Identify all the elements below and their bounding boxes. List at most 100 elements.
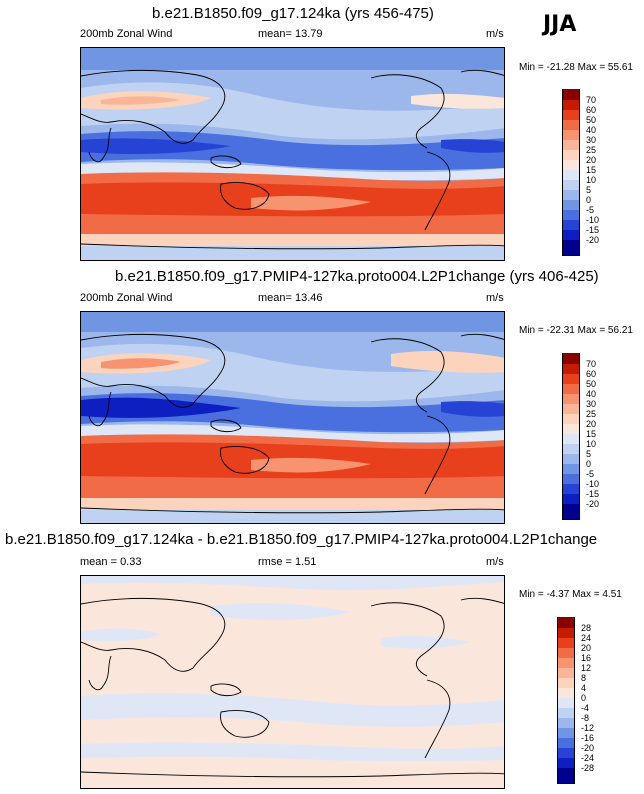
panel3-rmse-label: rmse = xyxy=(258,556,292,568)
p2-legend-tick-1: 60 xyxy=(586,369,597,379)
p3-band-north xyxy=(81,576,504,591)
panel3-rmse: rmse = 1.51 xyxy=(258,556,316,568)
p2-legend-swatch-10 xyxy=(562,454,580,464)
panel1-mean-label: mean= xyxy=(258,28,292,40)
panel1-title: b.e21.B1850.f09_g17.124ka (yrs 456-475) xyxy=(152,5,434,22)
p3-legend-tick-11: -16 xyxy=(581,733,595,743)
p2-coast-australia xyxy=(220,446,270,474)
p1-legend-tick-6: 20 xyxy=(586,155,597,165)
panel2-mean-label: mean= xyxy=(258,292,292,304)
p2-legend-tick-10: 0 xyxy=(586,459,592,469)
p1-legend-tick-4: 30 xyxy=(586,135,597,145)
p2-band-easterlies-core xyxy=(81,397,241,418)
p1-coast-europe xyxy=(460,69,504,76)
p1-legend-swatch-15 xyxy=(562,240,580,256)
p1-legend-tick-1: 60 xyxy=(586,105,597,115)
p2-coast-africa-east xyxy=(88,391,112,427)
panel2-units: m/s xyxy=(486,292,504,304)
p2-legend-swatch-7 xyxy=(562,424,580,434)
p1-legend-swatch-7 xyxy=(562,160,580,170)
p2-band-antarctic xyxy=(81,510,504,523)
p2-band-polar-north xyxy=(81,312,504,332)
p3-coast-south-america xyxy=(424,679,451,759)
p3-band-nh-pacific xyxy=(211,603,351,621)
panel1-units: m/s xyxy=(486,28,504,40)
p1-coast-eurasia xyxy=(81,69,226,144)
p2-legend-tick-13: -15 xyxy=(586,489,600,499)
p2-legend-swatch-9 xyxy=(562,444,580,454)
p2-legend-swatch-2 xyxy=(562,374,580,384)
p3-legend-tick-2: 20 xyxy=(581,643,592,653)
p1-band-easterlies xyxy=(81,131,504,171)
p1-legend-swatch-4 xyxy=(562,130,580,140)
panel2-title: b.e21.B1850.f09_g17.PMIP4-127ka.proto004… xyxy=(115,268,599,285)
p2-legend-swatch-15 xyxy=(562,504,580,520)
p1-coast-antarctica xyxy=(81,243,504,250)
p1-legend-swatch-6 xyxy=(562,150,580,160)
p3-legend-swatch-4 xyxy=(557,658,575,668)
p2-coast-indonesia xyxy=(210,419,242,433)
panel2-map xyxy=(80,311,505,524)
p1-legend-swatch-0 xyxy=(562,89,580,100)
panel1-stats: Min = -21.28 Max = 55.61 xyxy=(519,62,633,73)
p3-legend-tick-7: 0 xyxy=(581,693,587,703)
p1-legend-swatch-1 xyxy=(562,100,580,110)
p2-legend-tick-14: -20 xyxy=(586,499,600,509)
p3-legend-tick-3: 16 xyxy=(581,653,592,663)
p3-coast-africa-east xyxy=(88,655,112,691)
p3-legend-tick-14: -28 xyxy=(581,763,595,773)
p2-band-easterlies-atl xyxy=(441,401,504,417)
p1-band-sh-split xyxy=(251,195,371,211)
p3-coast-antarctica xyxy=(81,771,504,778)
p2-legend-tick-6: 20 xyxy=(586,419,597,429)
p3-legend-swatch-14 xyxy=(557,758,575,768)
p1-legend-tick-11: -5 xyxy=(586,205,595,215)
p1-legend-swatch-3 xyxy=(562,120,580,130)
p3-legend-swatch-1 xyxy=(557,628,575,638)
p1-band-sh-high xyxy=(81,234,504,246)
p2-legend-swatch-1 xyxy=(562,364,580,374)
p2-coast-europe xyxy=(460,333,504,340)
panel3-rmse-value: 1.51 xyxy=(295,556,317,568)
p1-legend-tick-7: 15 xyxy=(586,165,597,175)
p3-legend-swatch-5 xyxy=(557,668,575,678)
p2-coast-antarctica xyxy=(81,507,504,514)
p3-legend-tick-0: 28 xyxy=(581,623,592,633)
p1-legend-tick-14: -20 xyxy=(586,235,600,245)
p3-legend-tick-5: 8 xyxy=(581,673,587,683)
p1-legend-swatch-13 xyxy=(562,220,580,230)
p1-band-jet-atlantic xyxy=(411,93,504,109)
p1-coast-australia xyxy=(220,182,270,210)
p2-legend-tick-9: 5 xyxy=(586,449,592,459)
p2-legend-swatch-4 xyxy=(562,394,580,404)
p1-coast-south-america xyxy=(424,151,451,231)
p1-band-easterlies-atl xyxy=(441,139,504,153)
p2-coast-eurasia xyxy=(81,333,226,408)
p3-legend-swatch-13 xyxy=(557,748,575,758)
p3-legend-swatch-2 xyxy=(557,638,575,648)
p3-legend-swatch-11 xyxy=(557,728,575,738)
panel1-mean: mean= 13.79 xyxy=(258,28,323,40)
p3-legend-swatch-6 xyxy=(557,678,575,688)
p3-legend-swatch-8 xyxy=(557,698,575,708)
p3-coast-australia xyxy=(220,710,270,738)
p3-legend-swatch-0 xyxy=(557,617,575,628)
p3-legend-tick-6: 4 xyxy=(581,683,587,693)
p1-coast-africa-east xyxy=(88,127,112,163)
p3-band-sh xyxy=(81,742,504,762)
p2-legend-tick-3: 40 xyxy=(586,389,597,399)
p2-legend-tick-12: -10 xyxy=(586,479,600,489)
p2-legend-swatch-6 xyxy=(562,414,580,424)
p2-legend-swatch-8 xyxy=(562,434,580,444)
p3-band-tropics xyxy=(81,693,504,727)
p3-coast-indonesia xyxy=(210,683,242,697)
p1-legend-tick-10: 0 xyxy=(586,195,592,205)
panel1-variable: 200mb Zonal Wind xyxy=(80,28,173,40)
p1-coast-indonesia xyxy=(210,155,242,169)
p1-band-antarctic xyxy=(81,246,504,260)
season-label: JJA xyxy=(543,12,577,37)
p2-legend-swatch-13 xyxy=(562,484,580,494)
p3-legend-swatch-10 xyxy=(557,718,575,728)
panel3-map xyxy=(80,575,505,789)
p3-coast-europe xyxy=(460,597,504,604)
